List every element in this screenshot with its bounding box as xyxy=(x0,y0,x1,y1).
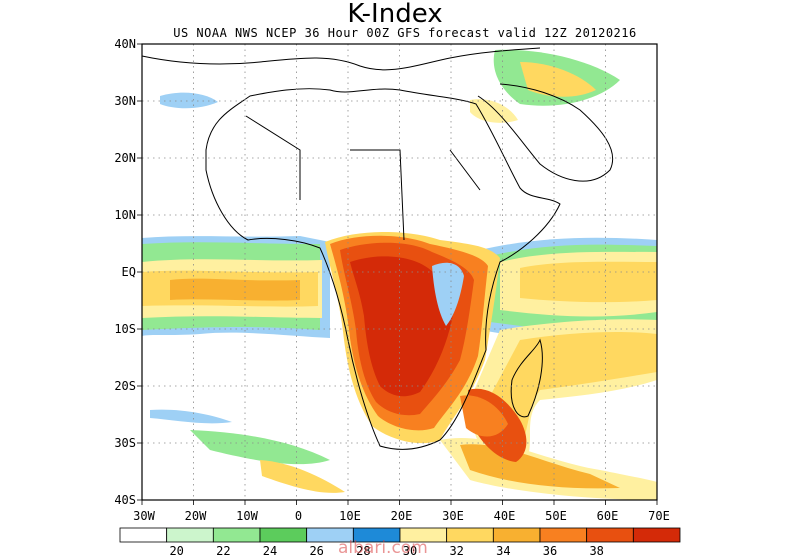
africa-deep-red-core xyxy=(350,256,453,397)
atlantic-amber-patch xyxy=(170,278,300,301)
sahara-blue-patch xyxy=(160,92,218,109)
africa-coastline xyxy=(205,88,561,450)
lat-label: 40S xyxy=(114,493,136,507)
lon-label: 30E xyxy=(442,509,464,523)
colorbar-label: 32 xyxy=(449,544,463,558)
sw-indian-orange-swirl xyxy=(487,332,657,456)
colorbar-label: 36 xyxy=(543,544,557,558)
latitude-labels: 40N 30N 20N 10N EQ 10S 20S 30S 40S xyxy=(114,37,136,507)
madagascar-coastline xyxy=(510,338,543,418)
lat-label: 30S xyxy=(114,436,136,450)
lat-label: 20S xyxy=(114,379,136,393)
colorbar-swatch xyxy=(539,527,588,543)
arabia-coastline xyxy=(477,83,614,182)
graticule xyxy=(137,43,658,505)
colorbar-swatch xyxy=(632,527,681,543)
lat-label: 30N xyxy=(114,94,136,108)
watermark: albari.com xyxy=(338,538,428,558)
coastlines xyxy=(141,47,614,450)
lat-label: 10N xyxy=(114,208,136,222)
south-atlantic-yellow-streak xyxy=(260,460,345,493)
colorbar-swatch xyxy=(586,527,634,543)
colorbar-label: 26 xyxy=(309,544,323,558)
europe-coastline xyxy=(141,47,541,71)
colorbar-label: 30 xyxy=(403,544,417,558)
colorbar xyxy=(119,527,681,543)
lon-label: 50E xyxy=(545,509,567,523)
lon-label: 10E xyxy=(339,509,361,523)
south-africa-orange-lobe xyxy=(460,395,508,437)
colorbar-swatch xyxy=(166,527,214,543)
colorbar-label: 38 xyxy=(589,544,603,558)
lat-label: 10S xyxy=(114,322,136,336)
lon-label: 70E xyxy=(648,509,670,523)
lat-label: 20N xyxy=(114,151,136,165)
lon-label: 20W xyxy=(185,509,207,523)
colorbar-labels: 20 22 24 26 28 30 32 34 36 38 xyxy=(169,544,603,558)
colorbar-label: 20 xyxy=(169,544,183,558)
longitude-labels: 30W 20W 10W 0 10E 20E 30E 40E 50E 60E 70E xyxy=(133,509,670,523)
south-atlantic-blue-streak xyxy=(150,409,232,424)
indian-ocean-orange-band xyxy=(520,261,657,303)
colorbar-label: 28 xyxy=(356,544,370,558)
lat-label: 40N xyxy=(114,37,136,51)
map-title: K-Index xyxy=(347,0,443,29)
colorbar-swatch xyxy=(446,527,494,543)
lon-label: 0 xyxy=(295,509,302,523)
colorbar-swatch xyxy=(212,527,261,543)
south-atlantic-green-streak xyxy=(190,430,330,465)
colorbar-swatch xyxy=(259,527,308,543)
colorbar-label: 34 xyxy=(496,544,510,558)
lat-label: EQ xyxy=(122,265,136,279)
map-subtitle: US NOAA NWS NCEP 36 Hour 00Z GFS forecas… xyxy=(173,26,637,40)
lon-label: 60E xyxy=(597,509,619,523)
sahara-internal-border xyxy=(245,115,481,241)
lon-label: 10W xyxy=(236,509,258,523)
colorbar-label: 22 xyxy=(216,544,230,558)
lon-label: 30W xyxy=(133,509,155,523)
red-sea-yellow-patch xyxy=(470,99,518,123)
colorbar-swatch xyxy=(119,527,168,543)
lon-label: 20E xyxy=(391,509,413,523)
plot-frame xyxy=(141,43,658,501)
middle-east-yellow-patch xyxy=(520,62,596,97)
east-africa-highland-blue xyxy=(432,262,464,326)
colorbar-swatch xyxy=(492,527,541,543)
colorbar-label: 24 xyxy=(263,544,277,558)
lon-label: 40E xyxy=(494,509,516,523)
k-index-field xyxy=(142,49,657,500)
